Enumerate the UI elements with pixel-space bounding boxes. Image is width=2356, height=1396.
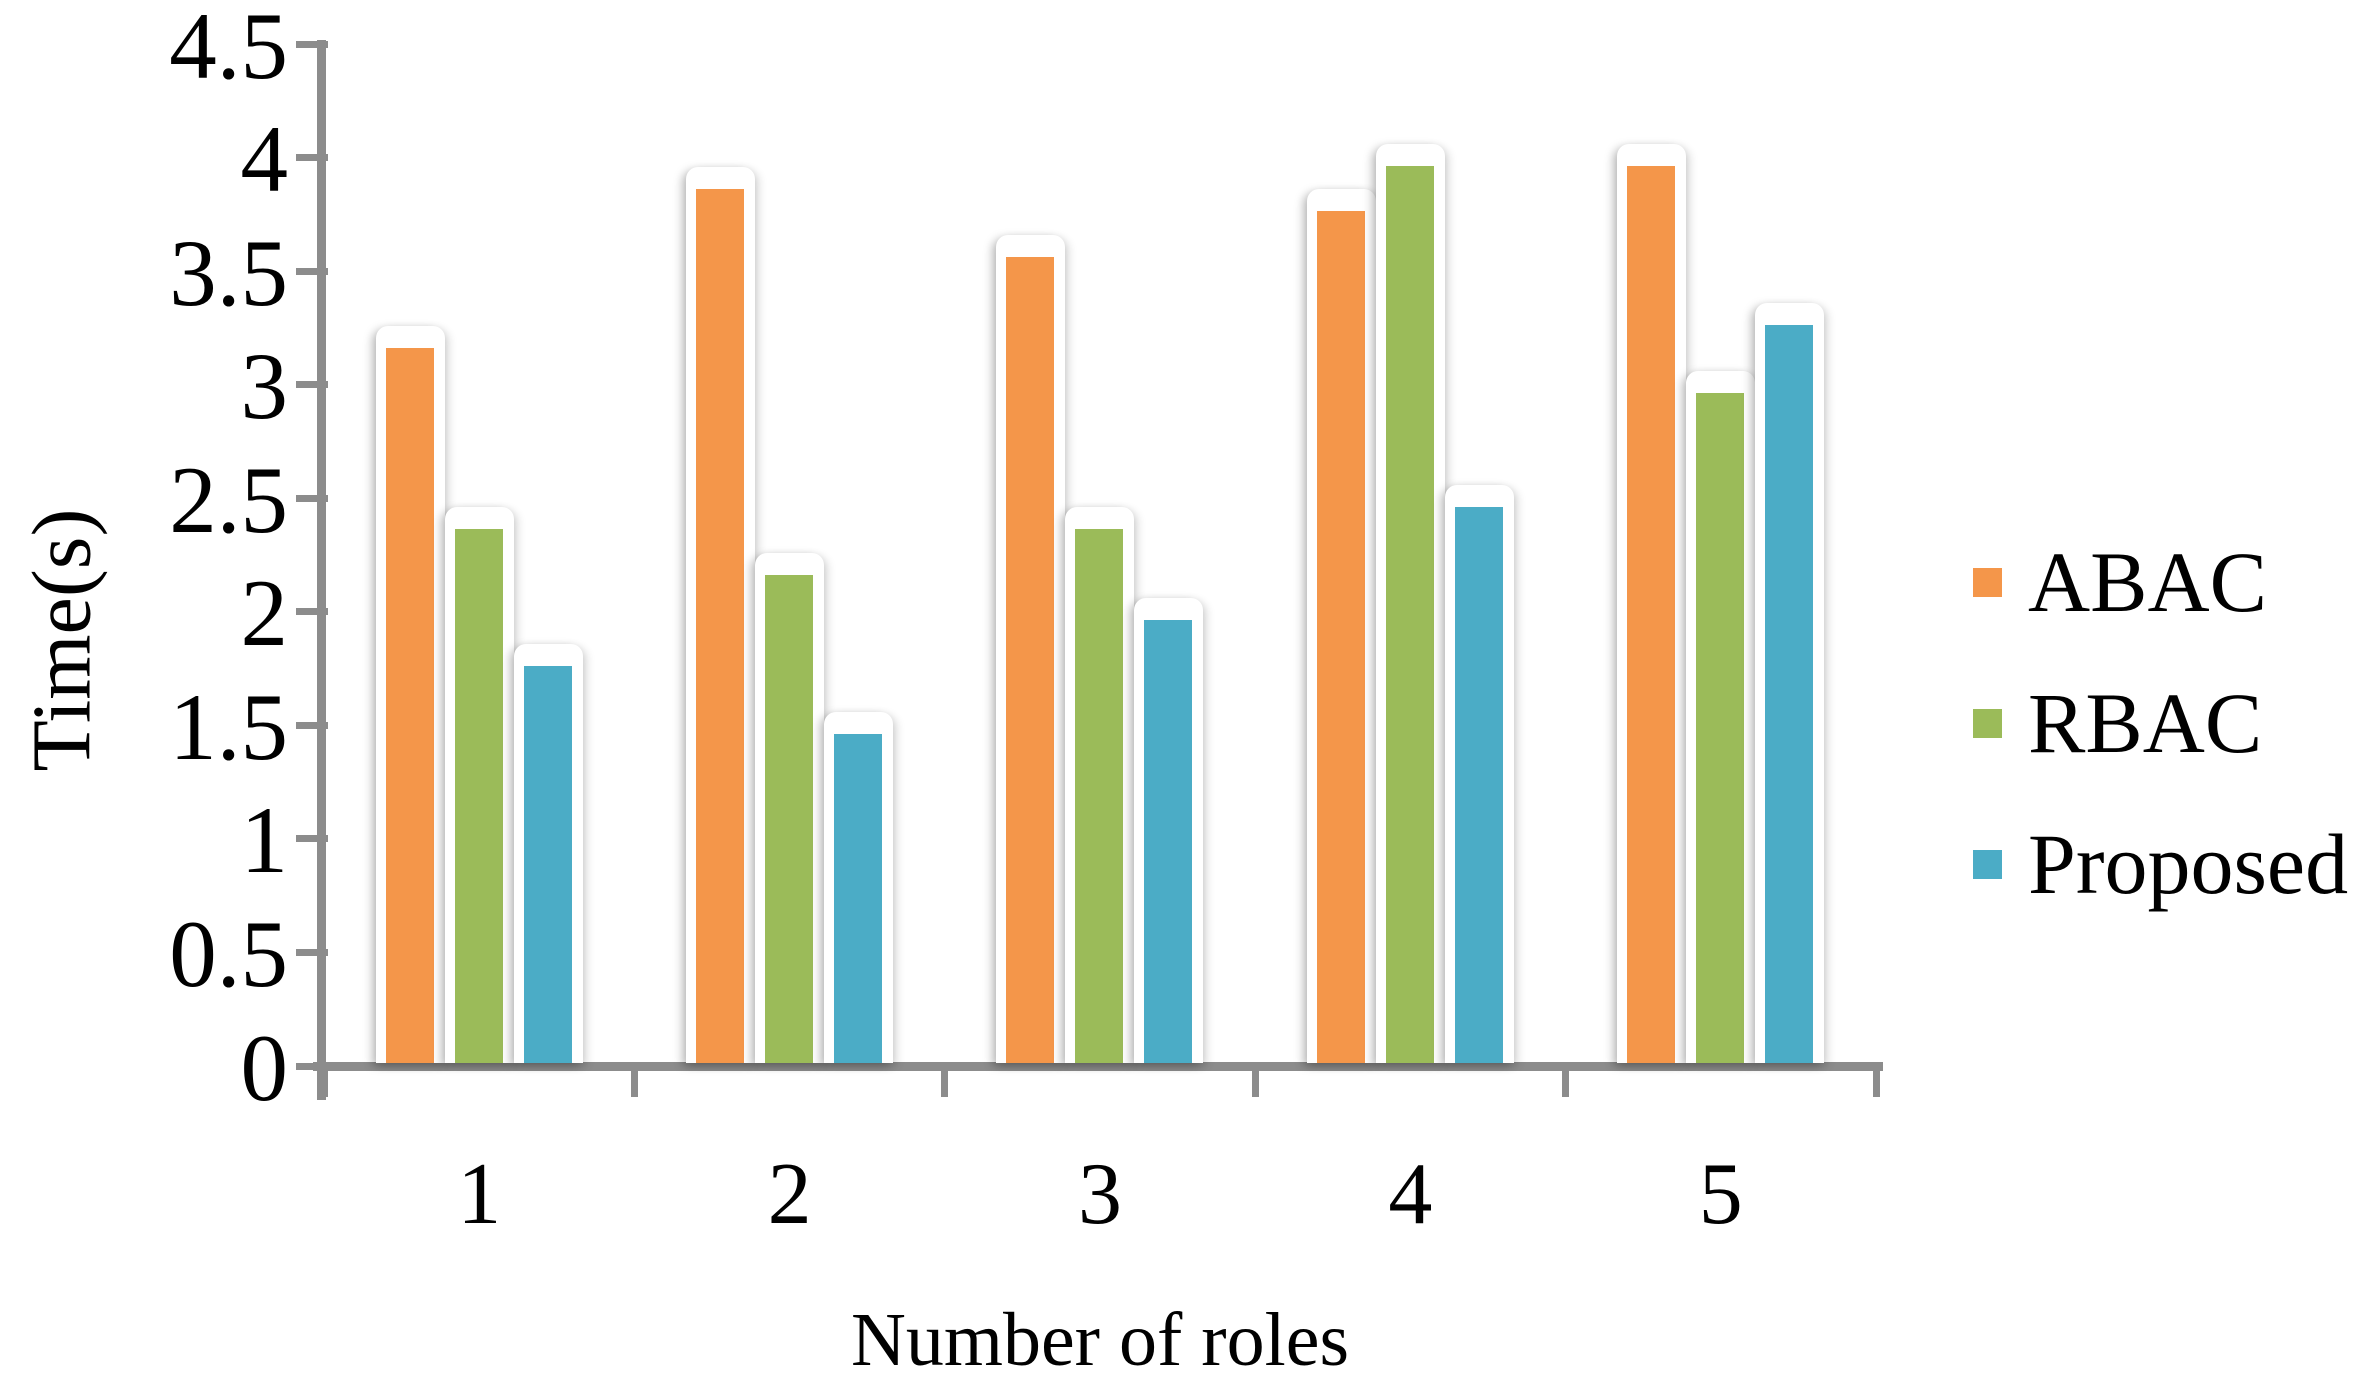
bar-frame-abac-4 [1306, 189, 1376, 1063]
bar-frame-abac-1 [375, 325, 445, 1063]
bar-group-4 [1255, 0, 1565, 1063]
legend-label-proposed: Proposed [2028, 816, 2349, 912]
y-tick-label-1.5: 1.5 [169, 673, 288, 780]
legend-label-rbac: RBAC [2028, 675, 2263, 771]
y-tick-label-4.5: 4.5 [169, 0, 288, 99]
bar-abac-3 [1006, 256, 1055, 1063]
x-tick-mark-1 [630, 1066, 638, 1097]
bar-frame-proposed-4 [1444, 484, 1514, 1063]
bar-frame-proposed-2 [824, 711, 894, 1063]
y-tick-mark-4.5 [296, 40, 328, 48]
plot-area [324, 0, 1877, 1063]
bar-rbac-2 [765, 574, 814, 1063]
bar-rbac-4 [1385, 165, 1434, 1063]
y-tick-mark-3 [296, 381, 328, 389]
bar-frame-rbac-5 [1686, 371, 1756, 1063]
bar-proposed-1 [523, 665, 572, 1063]
bar-frame-proposed-5 [1755, 302, 1825, 1063]
bar-rbac-3 [1075, 529, 1124, 1063]
bar-rbac-5 [1696, 393, 1745, 1063]
y-tick-mark-0.5 [296, 948, 328, 956]
y-tick-mark-2.5 [296, 494, 328, 502]
bar-frame-abac-3 [996, 234, 1066, 1063]
bar-frame-proposed-3 [1134, 598, 1204, 1063]
x-tick-mark-4 [1562, 1066, 1570, 1097]
legend-swatch-abac [1973, 567, 2002, 597]
bar-group-2 [634, 0, 944, 1063]
legend-label-abac: ABAC [2028, 534, 2267, 630]
x-tick-mark-5 [1872, 1066, 1880, 1097]
legend-swatch-proposed [1973, 849, 2002, 879]
y-tick-mark-3.5 [296, 267, 328, 275]
x-tick-mark-3 [1251, 1066, 1259, 1097]
y-tick-mark-2 [296, 608, 328, 616]
y-tick-label-3: 3 [240, 333, 289, 440]
bar-frame-rbac-1 [444, 507, 514, 1063]
y-tick-label-0: 0 [240, 1014, 289, 1121]
bar-abac-1 [385, 347, 434, 1063]
bar-proposed-2 [834, 733, 883, 1063]
bar-frame-proposed-1 [513, 643, 583, 1063]
bar-frame-abac-5 [1617, 143, 1687, 1063]
bar-proposed-5 [1765, 324, 1814, 1063]
bar-group-1 [324, 0, 634, 1063]
legend-item-rbac: RBAC [1973, 663, 2262, 783]
y-tick-label-1: 1 [240, 787, 289, 894]
bar-abac-5 [1627, 165, 1676, 1063]
bar-frame-rbac-2 [755, 552, 825, 1063]
bar-abac-2 [696, 188, 745, 1063]
bar-group-5 [1566, 0, 1876, 1063]
x-axis-title: Number of roles [850, 1298, 1350, 1382]
bar-frame-abac-2 [686, 166, 756, 1063]
x-category-label-3: 3 [1078, 1146, 1122, 1243]
x-tick-mark-0 [320, 1066, 328, 1097]
bar-abac-4 [1316, 211, 1365, 1063]
y-tick-label-3.5: 3.5 [169, 219, 288, 326]
bar-proposed-4 [1454, 506, 1503, 1063]
y-tick-mark-1 [296, 835, 328, 843]
x-category-label-5: 5 [1698, 1146, 1743, 1243]
x-axis-line [313, 1062, 1883, 1071]
y-axis-line [317, 40, 326, 1100]
y-tick-mark-1.5 [296, 721, 328, 729]
y-tick-label-4: 4 [240, 106, 289, 213]
legend-item-proposed: Proposed [1973, 804, 2348, 924]
y-tick-label-2.5: 2.5 [169, 446, 288, 553]
bar-frame-rbac-3 [1065, 507, 1135, 1063]
y-tick-mark-0 [296, 1062, 328, 1070]
legend-item-abac: ABAC [1973, 522, 2267, 642]
x-category-label-4: 4 [1388, 1146, 1433, 1243]
bar-proposed-3 [1144, 620, 1193, 1063]
x-tick-mark-2 [941, 1066, 949, 1097]
y-tick-label-2: 2 [240, 560, 289, 667]
bar-group-3 [945, 0, 1255, 1063]
legend-swatch-rbac [1973, 708, 2002, 738]
y-tick-mark-4 [296, 154, 328, 162]
bar-frame-rbac-4 [1375, 143, 1445, 1063]
x-category-label-2: 2 [767, 1146, 812, 1243]
bar-rbac-1 [454, 529, 503, 1063]
x-category-label-1: 1 [457, 1146, 502, 1243]
y-tick-label-0.5: 0.5 [169, 900, 288, 1007]
